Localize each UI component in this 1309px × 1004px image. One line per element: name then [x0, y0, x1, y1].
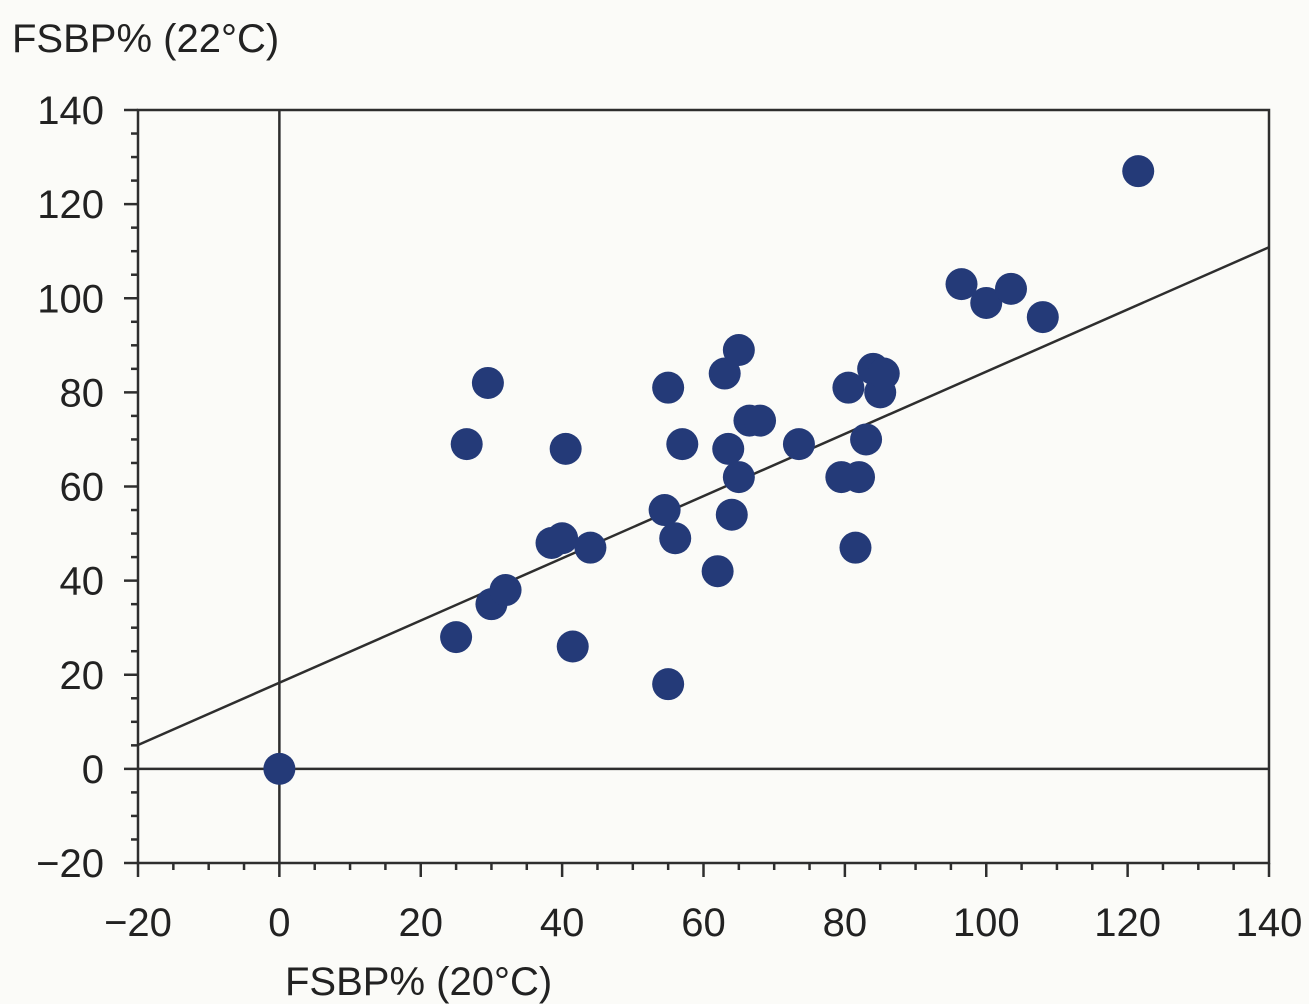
scatter-point: [722, 334, 755, 367]
scatter-point: [712, 432, 745, 465]
scatter-point: [970, 286, 1003, 319]
scatter-point: [867, 357, 900, 390]
x-tick-label: 100: [953, 901, 1020, 945]
scatter-point: [489, 574, 522, 607]
x-axis-title: FSBP% (20°C): [285, 960, 552, 1004]
trend-line-layer: [137, 246, 1270, 747]
scatter-point: [666, 428, 699, 461]
scatter-point: [843, 461, 876, 494]
scatter-point: [722, 461, 755, 494]
scatter-point: [659, 522, 692, 555]
y-axis-title: FSBP% (22°C): [12, 17, 279, 61]
x-tick-label: 120: [1094, 901, 1161, 945]
x-tick-label: 20: [399, 901, 444, 945]
scatter-point: [648, 494, 681, 527]
scatter-point: [652, 668, 685, 701]
y-tick-label: 60: [60, 466, 105, 510]
scatter-point: [708, 357, 741, 390]
scatter-point: [1026, 301, 1059, 334]
scatter-point: [782, 428, 815, 461]
scatter-point: [440, 621, 473, 654]
scatter-point: [1122, 155, 1155, 188]
x-tick-label: −20: [104, 901, 172, 945]
ticks-layer: [124, 108, 1271, 877]
x-tick-label: 140: [1236, 901, 1303, 945]
scatter-point: [652, 371, 685, 404]
scatter-point: [994, 272, 1027, 305]
scatter-point: [945, 268, 978, 301]
scatter-point: [450, 428, 483, 461]
x-tick-label: 40: [540, 901, 585, 945]
y-tick-label: 100: [37, 277, 104, 321]
scatter-point: [549, 432, 582, 465]
trend-line: [137, 246, 1270, 747]
scatter-point: [715, 498, 748, 531]
scatter-point: [701, 555, 734, 588]
y-tick-label: 0: [82, 748, 104, 792]
y-tick-label: 40: [60, 560, 105, 604]
y-tick-label: 140: [37, 89, 104, 133]
y-tick-label: −20: [36, 842, 104, 886]
scatter-point: [556, 630, 589, 663]
points-layer: [263, 155, 1155, 785]
reference-lines: [138, 110, 1269, 863]
scatter-point: [744, 404, 777, 437]
x-tick-label: 60: [681, 901, 726, 945]
x-tick-label: 0: [268, 901, 290, 945]
scatter-point: [574, 531, 607, 564]
scatter-point: [832, 371, 865, 404]
scatter-point: [263, 752, 296, 785]
scatter-point: [850, 423, 883, 456]
scatter-point: [839, 531, 872, 564]
x-tick-label: 80: [823, 901, 868, 945]
y-tick-label: 120: [37, 183, 104, 227]
scatter-point: [546, 522, 579, 555]
scatter-point: [471, 366, 504, 399]
y-tick-label: 20: [60, 654, 105, 698]
y-tick-label: 80: [60, 371, 105, 415]
tick-labels-layer: −20 0 20 40 60 80 100 120 140 140 120 100 80 60 40 20 0 −…: [36, 89, 1302, 945]
